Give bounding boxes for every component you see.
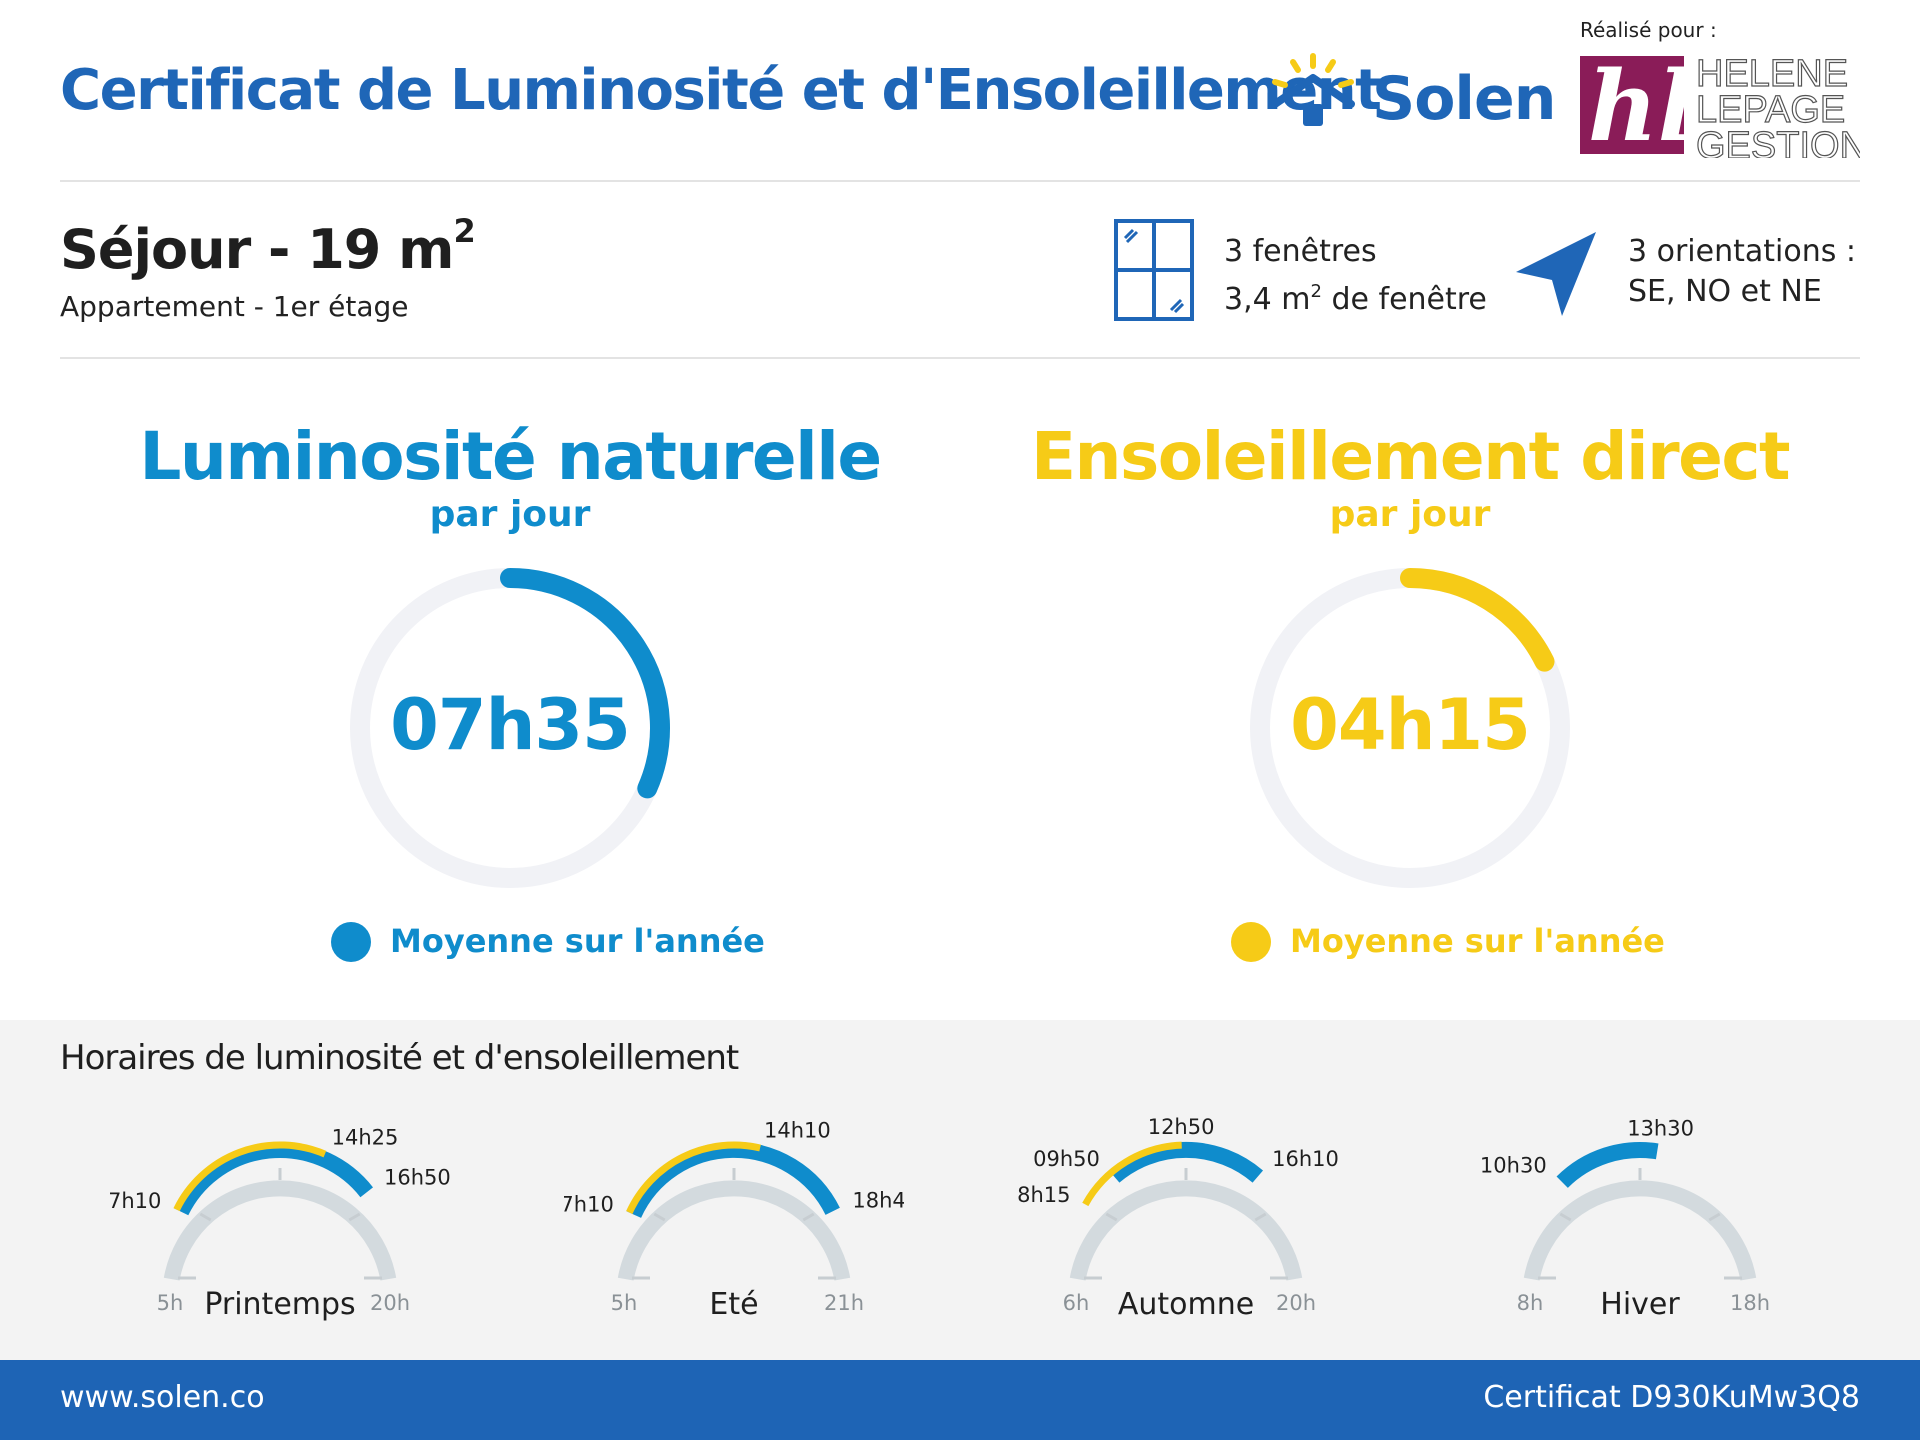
room-divider bbox=[60, 357, 1860, 359]
gauge-time-label: 09h50 bbox=[1033, 1147, 1100, 1171]
realise-pour-label: Réalisé pour : bbox=[1580, 18, 1717, 42]
luminosite-title: Luminosité naturelle bbox=[139, 418, 882, 495]
gauge-track bbox=[1523, 1180, 1757, 1281]
footer-bar bbox=[0, 1360, 1920, 1440]
gauge-track bbox=[163, 1180, 397, 1281]
ensoleillement-title: Ensoleillement direct bbox=[1030, 418, 1791, 495]
gauge-track bbox=[1069, 1180, 1303, 1281]
luminosite-value: 07h35 bbox=[390, 684, 631, 766]
gauge-end-hour: 20h bbox=[1276, 1291, 1316, 1315]
luminosite-legend: Moyenne sur l'année bbox=[390, 922, 765, 960]
room-title: Séjour - 19 m2 bbox=[60, 212, 476, 281]
gauge-time-label: 10h30 bbox=[1480, 1154, 1547, 1178]
gauge-season-name: Hiver bbox=[1600, 1287, 1680, 1322]
gauge-end-hour: 18h bbox=[1730, 1291, 1770, 1315]
gauge-ensoleillement-arc bbox=[1082, 1141, 1182, 1207]
gauge-season-name: Automne bbox=[1118, 1287, 1254, 1322]
windows-area: 3,4 m2 de fenêtre bbox=[1224, 281, 1487, 317]
navigation-arrow-icon bbox=[1516, 232, 1596, 316]
room-name: Séjour - 19 m bbox=[60, 218, 454, 281]
gauge-time-label: 07h10 bbox=[110, 1189, 161, 1213]
luminosite-legend-dot bbox=[331, 922, 371, 962]
horaires-title: Horaires de luminosité et d'ensoleilleme… bbox=[60, 1038, 739, 1078]
svg-text:hl: hl bbox=[1588, 50, 1694, 158]
gauge-start-hour: 8h bbox=[1517, 1291, 1544, 1315]
gauge-time-label: 12h50 bbox=[1148, 1115, 1215, 1139]
ensoleillement-arc bbox=[1400, 568, 1555, 672]
gauge-luminosite-arc bbox=[1108, 1141, 1264, 1183]
luminosite-subtitle: par jour bbox=[429, 494, 591, 535]
room-subtitle: Appartement - 1er étage bbox=[60, 290, 409, 323]
ensoleillement-legend: Moyenne sur l'année bbox=[1290, 922, 1665, 960]
solen-brand-name: Solen bbox=[1372, 64, 1556, 134]
gauge-tick bbox=[199, 1212, 212, 1222]
gauge-ete: 07h10 18h40 14h10 5h 21h Eté bbox=[564, 1118, 904, 1322]
partner-logo-line1: HELENE bbox=[1696, 53, 1848, 95]
gauge-luminosite-arc bbox=[173, 1142, 374, 1216]
windows-info: 3 fenêtres 3,4 m2 de fenêtre bbox=[1224, 232, 1487, 320]
gauge-tick bbox=[653, 1212, 666, 1222]
gauge-time-label: 07h10 bbox=[564, 1193, 614, 1217]
window-icon bbox=[1114, 219, 1194, 321]
windows-count: 3 fenêtres bbox=[1224, 234, 1377, 269]
partner-logo-line2: LEPAGE bbox=[1696, 89, 1845, 131]
luminosite-arc bbox=[500, 568, 670, 799]
gauge-tick bbox=[1708, 1212, 1721, 1222]
gauge-ensoleillement-arc bbox=[626, 1141, 761, 1214]
gauge-track bbox=[617, 1180, 851, 1281]
gauge-time-label: 13h30 bbox=[1627, 1117, 1694, 1141]
gauge-season-name: Printemps bbox=[204, 1287, 355, 1322]
gauge-tick bbox=[1105, 1212, 1118, 1222]
gauge-hiver: 10h30 13h30 8h 18h Hiver bbox=[1480, 1117, 1770, 1322]
gauge-start-hour: 5h bbox=[611, 1291, 638, 1315]
gauge-end-hour: 21h bbox=[824, 1291, 864, 1315]
gauge-time-label: 16h50 bbox=[384, 1166, 450, 1190]
header-divider bbox=[60, 180, 1860, 182]
ensoleillement-legend-dot bbox=[1231, 922, 1271, 962]
gauge-ensoleillement-arc bbox=[173, 1141, 327, 1212]
gauge-start-hour: 5h bbox=[157, 1291, 184, 1315]
room-name-sup: 2 bbox=[453, 212, 475, 250]
footer-website[interactable]: www.solen.co bbox=[60, 1380, 265, 1415]
gauge-end-hour: 20h bbox=[370, 1291, 410, 1315]
footer-certificate-id: Certificat D930KuMw3Q8 bbox=[1483, 1380, 1860, 1415]
gauge-tick bbox=[802, 1212, 815, 1222]
orientations-list: SE, NO et NE bbox=[1628, 274, 1822, 309]
ensoleillement-subtitle: par jour bbox=[1329, 494, 1491, 535]
partner-logo: hl HELENE LEPAGE GESTION bbox=[1580, 50, 1860, 158]
gauge-time-label: 16h10 bbox=[1272, 1147, 1339, 1171]
partner-logo-line3: GESTION bbox=[1696, 125, 1860, 158]
orientations-info: 3 orientations : SE, NO et NE bbox=[1628, 232, 1856, 312]
gauge-start-hour: 6h bbox=[1063, 1291, 1090, 1315]
ensoleillement-value: 04h15 bbox=[1290, 684, 1531, 766]
gauge-tick bbox=[348, 1212, 361, 1222]
gauge-time-label: 18h40 bbox=[852, 1189, 904, 1213]
luminosite-ring bbox=[350, 568, 670, 888]
gauge-printemps: 07h10 16h50 14h25 5h 20h Printemps bbox=[110, 1126, 450, 1323]
gauge-luminosite-arc bbox=[626, 1141, 840, 1218]
gauge-tick bbox=[1559, 1212, 1572, 1222]
certificate-title: Certificat de Luminosité et d'Ensoleille… bbox=[60, 58, 1382, 123]
gauge-luminosite-arc bbox=[1556, 1142, 1659, 1189]
ensoleillement-ring bbox=[1250, 568, 1570, 888]
gauge-season-name: Eté bbox=[709, 1287, 758, 1322]
gauge-time-label: 14h25 bbox=[332, 1126, 399, 1150]
orientations-count: 3 orientations : bbox=[1628, 234, 1857, 269]
gauge-time-label: 14h10 bbox=[764, 1118, 831, 1142]
gauge-tick bbox=[1254, 1212, 1267, 1222]
solen-logo-icon bbox=[1271, 53, 1355, 126]
